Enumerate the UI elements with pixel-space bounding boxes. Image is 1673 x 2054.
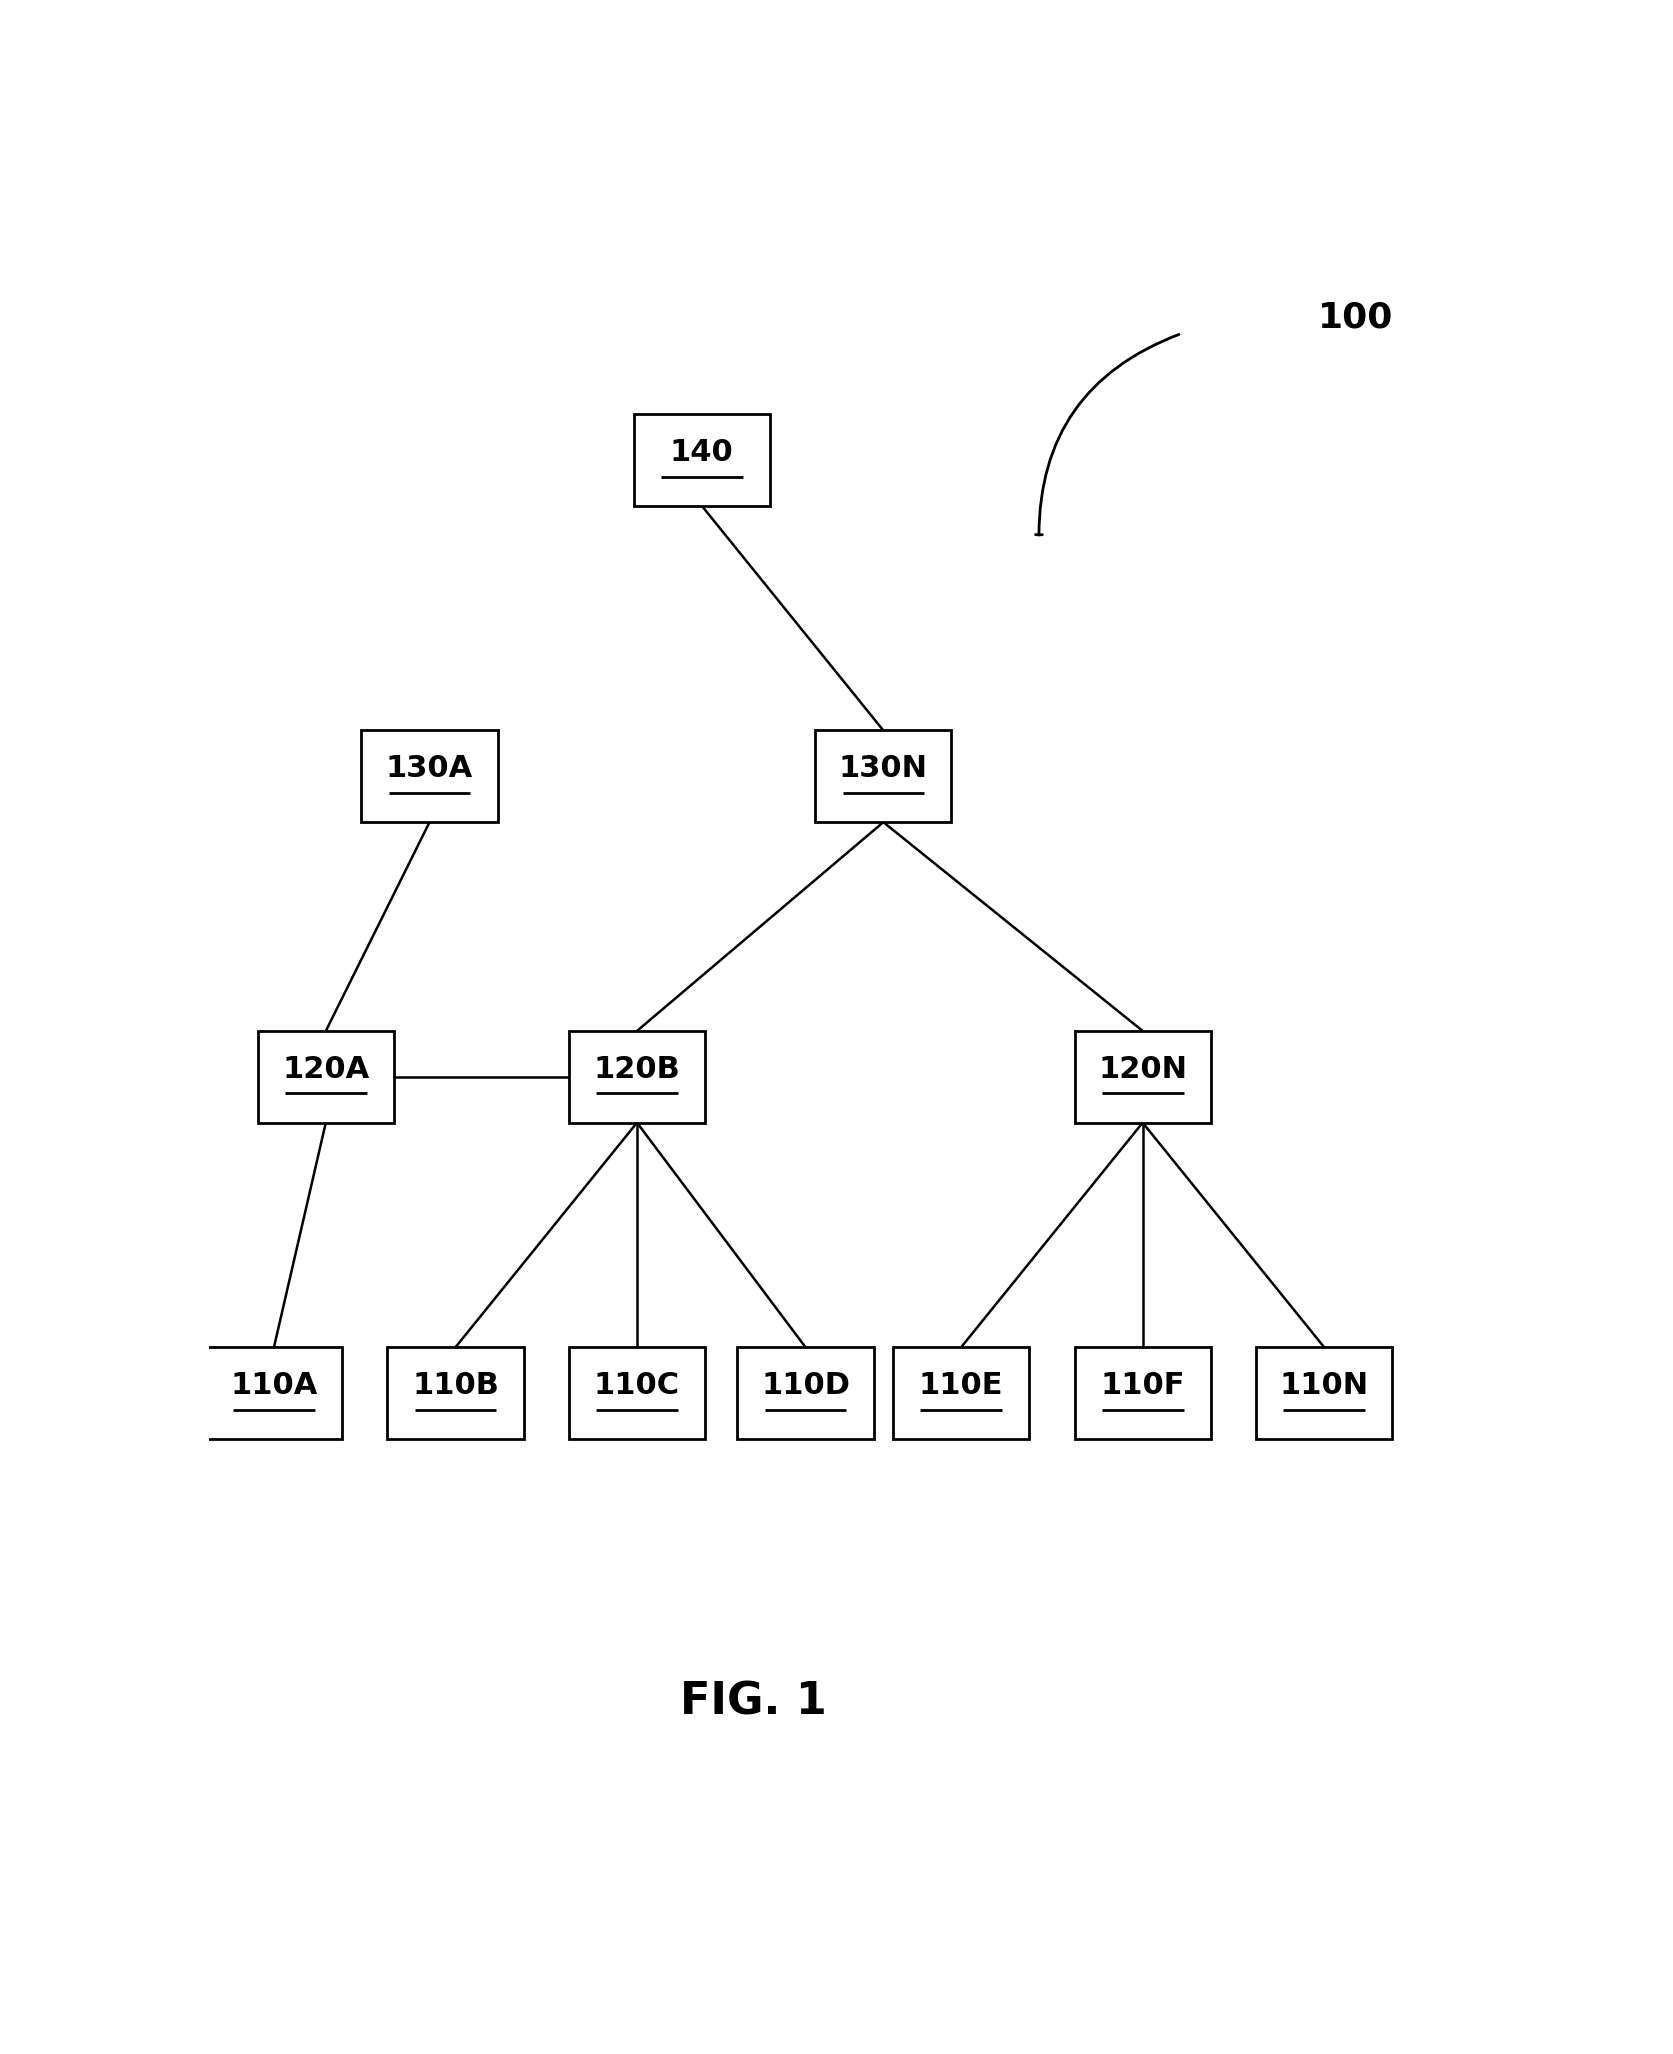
Bar bbox=[1074, 1347, 1211, 1440]
Text: 120N: 120N bbox=[1097, 1056, 1188, 1085]
Text: 110D: 110D bbox=[761, 1372, 850, 1401]
Bar bbox=[893, 1347, 1029, 1440]
Text: FIG. 1: FIG. 1 bbox=[681, 1680, 826, 1723]
Bar bbox=[258, 1031, 393, 1124]
Text: 110A: 110A bbox=[231, 1372, 318, 1401]
Bar bbox=[206, 1347, 341, 1440]
Text: 110C: 110C bbox=[594, 1372, 679, 1401]
Bar bbox=[569, 1347, 704, 1440]
Text: 100: 100 bbox=[1318, 300, 1394, 335]
Bar bbox=[815, 731, 952, 822]
Bar bbox=[634, 415, 770, 505]
Text: 110F: 110F bbox=[1101, 1372, 1184, 1401]
Bar bbox=[569, 1031, 704, 1124]
Text: 120A: 120A bbox=[283, 1056, 370, 1085]
Text: 110N: 110N bbox=[1280, 1372, 1369, 1401]
Bar bbox=[1074, 1031, 1211, 1124]
Bar bbox=[738, 1347, 873, 1440]
Text: 110B: 110B bbox=[412, 1372, 499, 1401]
Text: 120B: 120B bbox=[594, 1056, 681, 1085]
Text: 140: 140 bbox=[669, 438, 734, 466]
Text: 130N: 130N bbox=[838, 754, 929, 783]
Bar bbox=[361, 731, 497, 822]
Text: 130A: 130A bbox=[386, 754, 473, 783]
Bar bbox=[388, 1347, 524, 1440]
Text: 110E: 110E bbox=[918, 1372, 1004, 1401]
Bar bbox=[1256, 1347, 1392, 1440]
